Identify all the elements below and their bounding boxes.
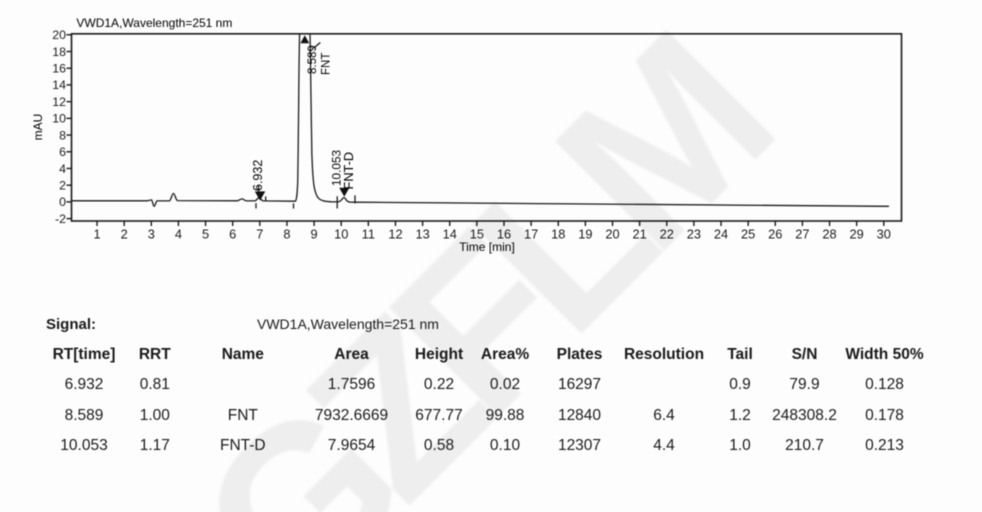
svg-text:12: 12 — [388, 227, 402, 242]
svg-text:8.589: 8.589 — [307, 45, 319, 74]
svg-text:28: 28 — [822, 227, 836, 242]
svg-text:4: 4 — [59, 162, 66, 176]
svg-text:22: 22 — [660, 227, 674, 242]
svg-text:5: 5 — [202, 227, 209, 242]
svg-text:26: 26 — [768, 227, 782, 242]
svg-text:6.932: 6.932 — [251, 160, 265, 191]
svg-text:30: 30 — [877, 227, 891, 242]
svg-text:3: 3 — [148, 227, 155, 242]
svg-text:10: 10 — [334, 227, 348, 242]
svg-text:23: 23 — [687, 227, 701, 242]
svg-text:21: 21 — [633, 227, 647, 242]
svg-text:VWD1A,Wavelength=251 nm: VWD1A,Wavelength=251 nm — [76, 16, 232, 30]
svg-text:24: 24 — [714, 227, 728, 242]
svg-text:15: 15 — [470, 227, 484, 242]
svg-text:18: 18 — [551, 227, 565, 242]
svg-text:19: 19 — [578, 227, 592, 242]
svg-text:mAU: mAU — [31, 114, 45, 141]
svg-text:14: 14 — [52, 78, 66, 92]
svg-text:FNT-D: FNT-D — [341, 152, 356, 190]
svg-text:12: 12 — [52, 95, 66, 109]
svg-text:1: 1 — [93, 227, 100, 242]
svg-text:-2: -2 — [55, 212, 66, 226]
svg-text:14: 14 — [443, 227, 457, 242]
svg-text:16: 16 — [497, 227, 511, 242]
svg-text:27: 27 — [795, 227, 809, 242]
svg-text:10.053: 10.053 — [329, 149, 343, 186]
svg-text:FNT: FNT — [320, 53, 332, 75]
svg-text:20: 20 — [605, 227, 619, 242]
svg-text:4: 4 — [175, 227, 182, 242]
svg-text:25: 25 — [741, 227, 755, 242]
svg-text:9: 9 — [311, 227, 318, 242]
svg-text:6: 6 — [59, 145, 66, 159]
svg-text:17: 17 — [524, 227, 538, 242]
svg-text:29: 29 — [850, 227, 864, 242]
svg-text:Time [min]: Time [min] — [459, 240, 515, 254]
svg-text:8: 8 — [283, 227, 290, 242]
svg-text:2: 2 — [59, 178, 66, 192]
svg-text:7: 7 — [256, 227, 263, 242]
svg-text:11: 11 — [362, 227, 375, 242]
svg-text:0: 0 — [59, 195, 66, 209]
svg-text:20: 20 — [52, 28, 66, 42]
svg-text:18: 18 — [52, 45, 66, 59]
svg-text:2: 2 — [121, 227, 128, 242]
svg-text:8: 8 — [59, 128, 66, 142]
svg-text:13: 13 — [415, 227, 429, 242]
svg-text:10: 10 — [52, 112, 66, 126]
svg-text:6: 6 — [229, 227, 236, 242]
svg-text:16: 16 — [52, 62, 66, 76]
